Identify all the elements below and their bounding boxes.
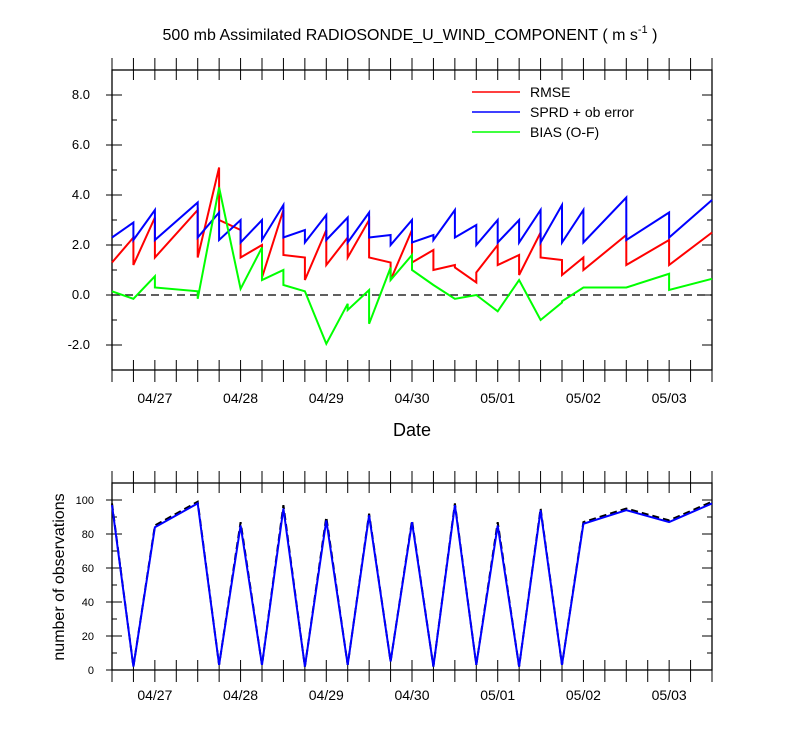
- series-line-sprd: [111, 195, 713, 248]
- legend-label-sprd: SPRD + ob error: [530, 104, 634, 120]
- y-axis-label-observations: number of observations: [51, 493, 68, 660]
- top-y-tick-label: 0.0: [72, 287, 90, 302]
- top-x-tick-label: 04/30: [394, 390, 429, 406]
- top-plot-panel: -2.0 0.0 2.0 4.0 6.0 8.0 04/27 04/28 04/29 04/30…: [68, 58, 713, 440]
- bottom-y-tick-label: 0: [88, 665, 94, 677]
- bottom-x-tick-label: 04/29: [309, 687, 344, 703]
- bottom-x-tick-label: 04/30: [394, 687, 429, 703]
- bottom-x-tick-label: 04/27: [137, 687, 172, 703]
- chart-title-end: ): [648, 27, 658, 44]
- bottom-y-tick-label: 60: [82, 563, 94, 575]
- top-y-tick-label: -2.0: [68, 337, 90, 352]
- chart-title-superscript: -1: [638, 24, 648, 36]
- observations-line-solid: [111, 501, 713, 667]
- bottom-x-tick-label: 04/28: [223, 687, 258, 703]
- chart-title: 500 mb Assimilated RADIOSONDE_U_WIND_COM…: [163, 24, 658, 44]
- top-x-tick-label: 05/01: [480, 390, 515, 406]
- top-y-tick-label: 6.0: [72, 137, 90, 152]
- bottom-series-group: [111, 500, 713, 667]
- legend-label-rmse: RMSE: [530, 84, 570, 100]
- x-axis-label: Date: [393, 420, 431, 440]
- legend: RMSE SPRD + ob error BIAS (O-F): [472, 84, 634, 140]
- bottom-plot-panel: 0 20 40 60 80 100 04/27 04/28 04/29 04/30 05/01 05…: [51, 471, 713, 703]
- top-y-tick-label: 8.0: [72, 87, 90, 102]
- legend-label-bias: BIAS (O-F): [530, 124, 599, 140]
- bottom-y-tick-label: 80: [82, 529, 94, 541]
- top-series-group: [111, 167, 713, 347]
- top-x-tick-label: 04/28: [223, 390, 258, 406]
- top-x-tick-label: 05/03: [652, 390, 687, 406]
- bottom-y-tick-label: 20: [82, 631, 94, 643]
- bottom-y-tick-labels: 0 20 40 60 80 100: [76, 495, 94, 677]
- top-x-tick-label: 05/02: [566, 390, 601, 406]
- chart-title-main: 500 mb Assimilated RADIOSONDE_U_WIND_COM…: [163, 27, 638, 44]
- top-y-tick-label: 2.0: [72, 237, 90, 252]
- bottom-x-tick-label: 05/01: [480, 687, 515, 703]
- bottom-y-tick-label: 100: [76, 495, 94, 507]
- top-axis-ticks: [106, 58, 713, 382]
- top-x-tick-labels: 04/27 04/28 04/29 04/30 05/01 05/02 05/03: [137, 390, 687, 406]
- bottom-y-tick-label: 40: [82, 597, 94, 609]
- top-x-tick-label: 04/27: [137, 390, 172, 406]
- series-line-bias: [111, 187, 713, 347]
- top-y-tick-labels: -2.0 0.0 2.0 4.0 6.0 8.0: [68, 87, 90, 352]
- bottom-x-tick-label: 05/03: [652, 687, 687, 703]
- bottom-x-tick-label: 05/02: [566, 687, 601, 703]
- bottom-x-tick-labels: 04/27 04/28 04/29 04/30 05/01 05/02 05/03: [137, 687, 687, 703]
- top-y-tick-label: 4.0: [72, 187, 90, 202]
- top-x-tick-label: 04/29: [309, 390, 344, 406]
